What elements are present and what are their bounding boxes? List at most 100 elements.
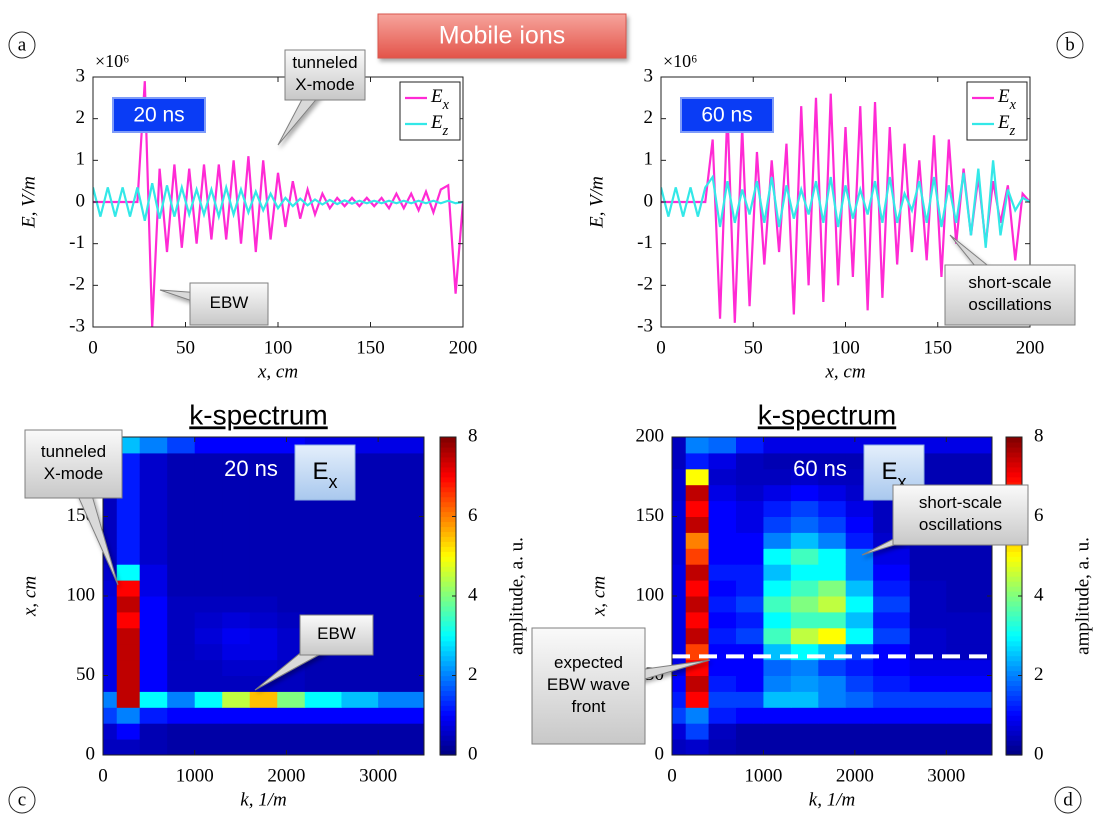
colorbar-label: amplitude, a. u. [1072, 537, 1093, 655]
panel-letter: b [1065, 34, 1075, 55]
heat-cell [304, 675, 342, 692]
heat-cell [763, 484, 792, 502]
heat-cell [818, 516, 847, 533]
heat-cell [946, 452, 993, 470]
heat-cell [249, 548, 278, 565]
heat-cell [277, 723, 306, 740]
x-axis-label: x, cm [257, 361, 298, 382]
colorbar-step [1006, 437, 1022, 443]
heat-cell [103, 500, 118, 517]
heat-cell [845, 611, 874, 629]
colorbar-step [1006, 720, 1022, 726]
heat-cell [946, 564, 993, 581]
heat-cell [736, 452, 764, 470]
colorbar-step [1006, 556, 1022, 562]
heat-cell [909, 548, 947, 565]
heat-cell [277, 739, 306, 756]
colorbar-step [440, 635, 456, 642]
colorbar-step [440, 630, 456, 637]
heat-cell [708, 691, 737, 708]
colorbar-step [1006, 620, 1022, 627]
heat-cell [763, 452, 792, 470]
heat-cell [222, 627, 251, 645]
heat-cell [139, 580, 168, 597]
heat-cell [103, 516, 118, 533]
heat-cell [139, 611, 168, 629]
heat-cell [763, 739, 792, 756]
heat-cell [341, 675, 379, 692]
x-axis-label: x, cm [824, 361, 865, 382]
colorbar-step [1006, 605, 1022, 612]
heat-cell [909, 611, 947, 629]
panel-letter: a [18, 34, 27, 55]
colorbar-tick-label: 8 [468, 425, 478, 446]
panel-letter: d [1063, 789, 1073, 810]
heat-cell [194, 468, 223, 486]
colorbar-step [1006, 705, 1022, 711]
heat-cell [736, 468, 764, 486]
callout-line: EBW wave [547, 675, 630, 694]
colorbar-step [440, 516, 456, 523]
colorbar-step [440, 735, 456, 741]
heat-cell [139, 675, 168, 692]
y-tick-label: 2 [644, 107, 654, 128]
heat-cell [116, 611, 141, 629]
colorbar-step [1006, 675, 1022, 682]
panel-letter: c [18, 789, 26, 810]
colorbar-step [440, 491, 456, 498]
colorbar-step [440, 695, 456, 701]
heat-cell [378, 580, 425, 597]
heat-cell [946, 580, 993, 597]
heat-cell [818, 611, 847, 629]
heat-cell [685, 437, 710, 454]
heat-cell [194, 723, 223, 740]
heat-cell [685, 739, 710, 756]
heat-cell [167, 516, 196, 533]
heat-cell [249, 500, 278, 517]
colorbar-step [1006, 670, 1022, 677]
colorbar-step [440, 670, 456, 677]
colorbar-step [1006, 446, 1022, 453]
heat-cell [139, 691, 168, 708]
heat-cell [139, 452, 168, 470]
heat-cell [222, 611, 251, 629]
colorbar-step [1006, 715, 1022, 721]
heat-cell [249, 691, 278, 708]
heat-cell [139, 564, 168, 581]
colorbar-tick-label: 6 [1034, 505, 1044, 526]
heat-cell [277, 580, 306, 597]
x-tick-label: 1000 [176, 765, 214, 786]
heat-cell [818, 580, 847, 597]
colorbar-step [440, 725, 456, 731]
heat-cell [873, 596, 911, 613]
heat-cell [818, 548, 847, 565]
heat-cell [736, 532, 764, 549]
colorbar-step [1006, 581, 1022, 587]
heat-cell [167, 468, 196, 486]
heat-cell [845, 659, 874, 676]
heat-cell [946, 723, 993, 740]
heat-cell [249, 627, 278, 645]
heat-cell [249, 437, 278, 454]
heat-cell [167, 580, 196, 597]
colorbar-step [440, 466, 456, 473]
legend-label: Ez [997, 112, 1016, 139]
heat-cell [763, 675, 792, 692]
series-line [661, 160, 1030, 248]
heat-cell [222, 723, 251, 740]
heat-cell [873, 611, 911, 629]
colorbar-step [1006, 630, 1022, 637]
callout-line: tunneled [41, 442, 106, 461]
y-tick-label: 0 [655, 743, 665, 764]
heat-cell [736, 659, 764, 676]
colorbar-step [1006, 566, 1022, 572]
callout-line: X-mode [295, 75, 355, 94]
heat-cell [708, 532, 737, 549]
heat-cell [818, 564, 847, 581]
heat-cell [249, 468, 278, 486]
heat-cell [946, 739, 993, 756]
heat-cell [116, 691, 141, 708]
heat-cell [708, 564, 737, 581]
heat-cell [249, 516, 278, 533]
colorbar-tick-label: 2 [1034, 664, 1044, 685]
